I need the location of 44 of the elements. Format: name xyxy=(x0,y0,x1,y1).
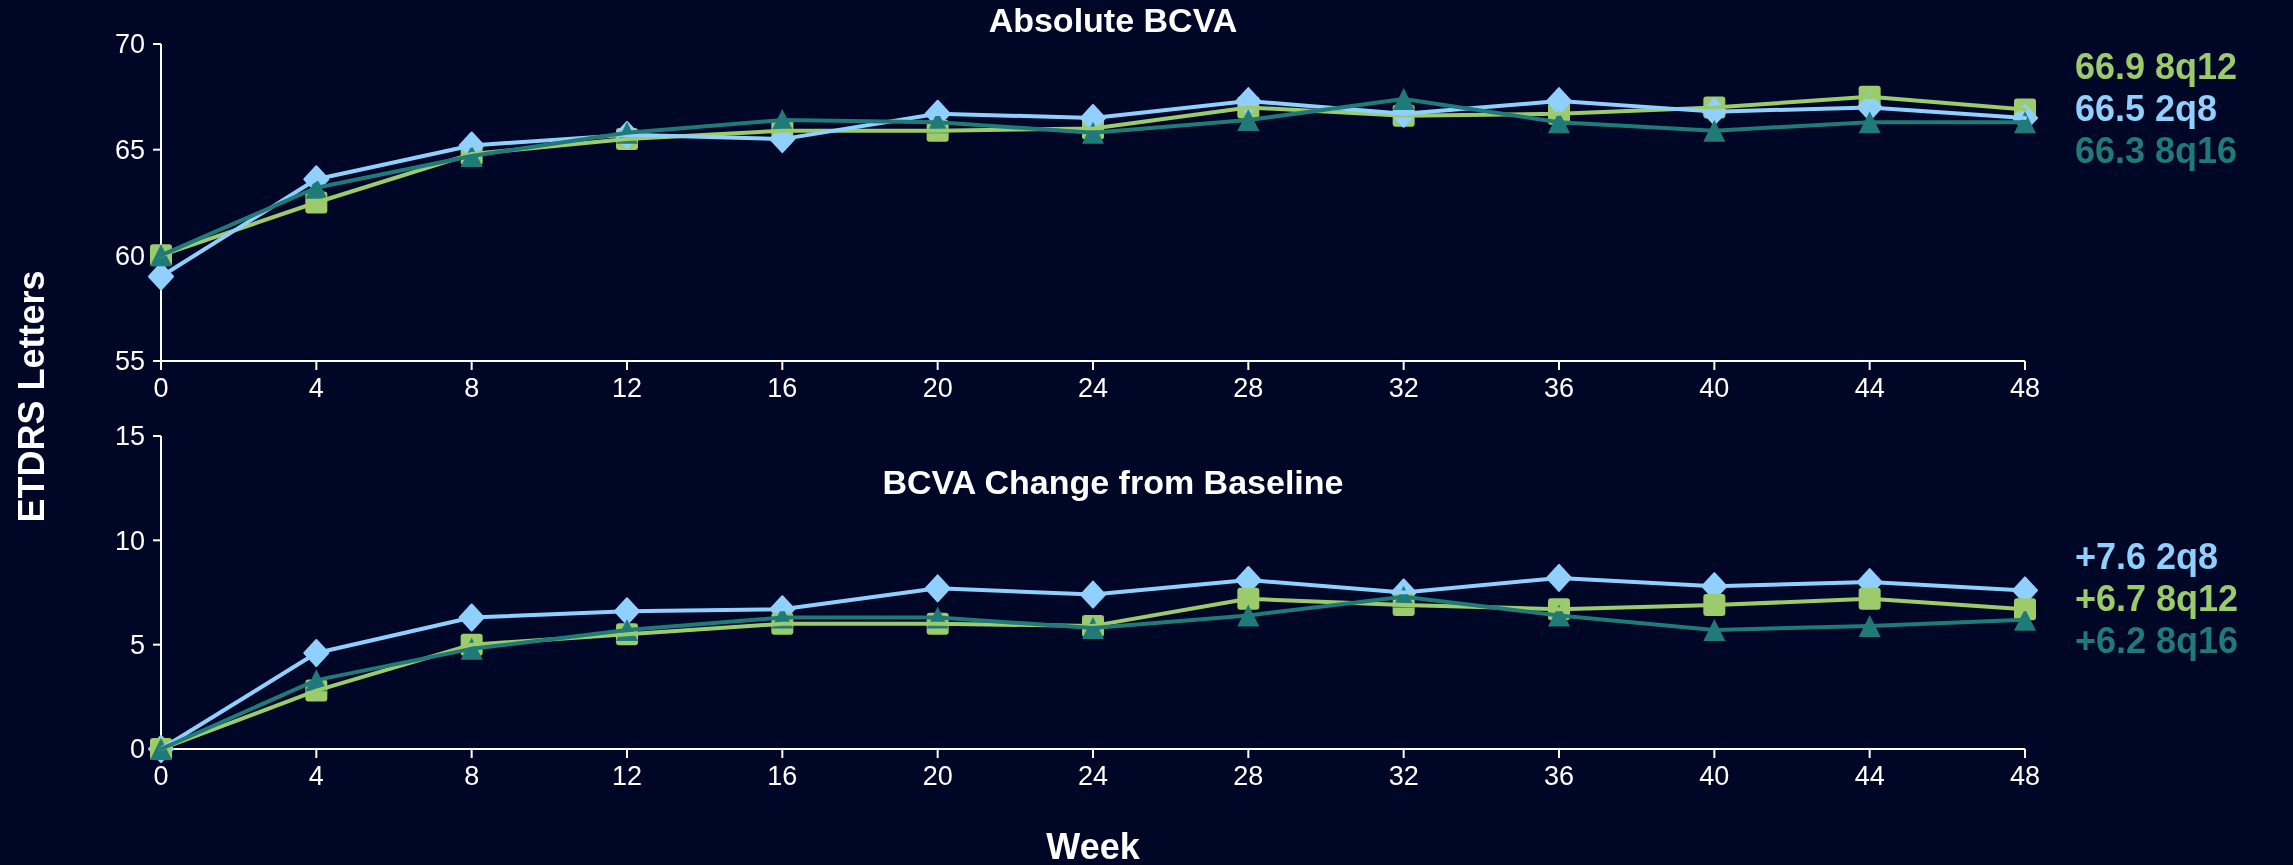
x-tick-label: 44 xyxy=(1854,761,1885,791)
text: 66.9 8q12 xyxy=(2075,46,2238,88)
x-tick-label: 40 xyxy=(1699,761,1730,791)
x-tick-label: 48 xyxy=(2009,373,2041,403)
chart-title: Absolute BCVA xyxy=(988,1,1238,39)
x-tick-label: 44 xyxy=(1854,373,1885,403)
x-tick-label: 32 xyxy=(1388,373,1419,403)
x-tick-label: 20 xyxy=(922,761,953,791)
x-tick-label: 36 xyxy=(1543,373,1575,403)
y-tick-label: 15 xyxy=(114,421,145,452)
x-tick-label: 8 xyxy=(464,373,480,403)
x-tick-label: 24 xyxy=(1077,761,1109,791)
x-tick-label: 0 xyxy=(153,373,169,403)
y-tick-label: 5 xyxy=(129,630,145,661)
x-tick-label: 12 xyxy=(611,373,643,403)
y-tick-label: 70 xyxy=(114,29,145,60)
x-tick-label: 28 xyxy=(1233,373,1264,403)
text: 66.5 2q8 xyxy=(2075,88,2218,130)
text: 66.3 8q16 xyxy=(2075,130,2238,172)
x-tick-label: 16 xyxy=(767,373,798,403)
x-tick-label: 28 xyxy=(1233,761,1264,791)
x-tick-label: 48 xyxy=(2009,761,2041,791)
y-tick-label: 65 xyxy=(114,135,145,166)
x-tick-label: 20 xyxy=(922,373,953,403)
x-tick-label: 0 xyxy=(153,761,169,791)
text: +6.2 8q16 xyxy=(2075,620,2239,662)
x-tick-label: 24 xyxy=(1077,373,1109,403)
x-tick-label: 32 xyxy=(1388,761,1419,791)
x-tick-label: 4 xyxy=(308,373,324,403)
x-tick-label: 4 xyxy=(308,761,324,791)
x-axis-title: Week xyxy=(1046,826,1141,865)
y-tick-label: 0 xyxy=(129,734,145,765)
x-tick-label: 8 xyxy=(464,761,480,791)
y-tick-label: 10 xyxy=(114,525,145,556)
text: +6.7 8q12 xyxy=(2075,578,2239,620)
text: +7.6 2q8 xyxy=(2075,536,2219,578)
x-tick-label: 40 xyxy=(1699,373,1730,403)
y-tick-label: 60 xyxy=(114,240,145,271)
y-tick-label: 55 xyxy=(114,346,145,377)
x-tick-label: 36 xyxy=(1543,761,1575,791)
x-tick-label: 16 xyxy=(767,761,798,791)
x-tick-label: 12 xyxy=(611,761,643,791)
text: BCVA Change from Baseline xyxy=(882,463,1344,501)
y-axis-title: ETDRS Letters xyxy=(11,270,52,523)
